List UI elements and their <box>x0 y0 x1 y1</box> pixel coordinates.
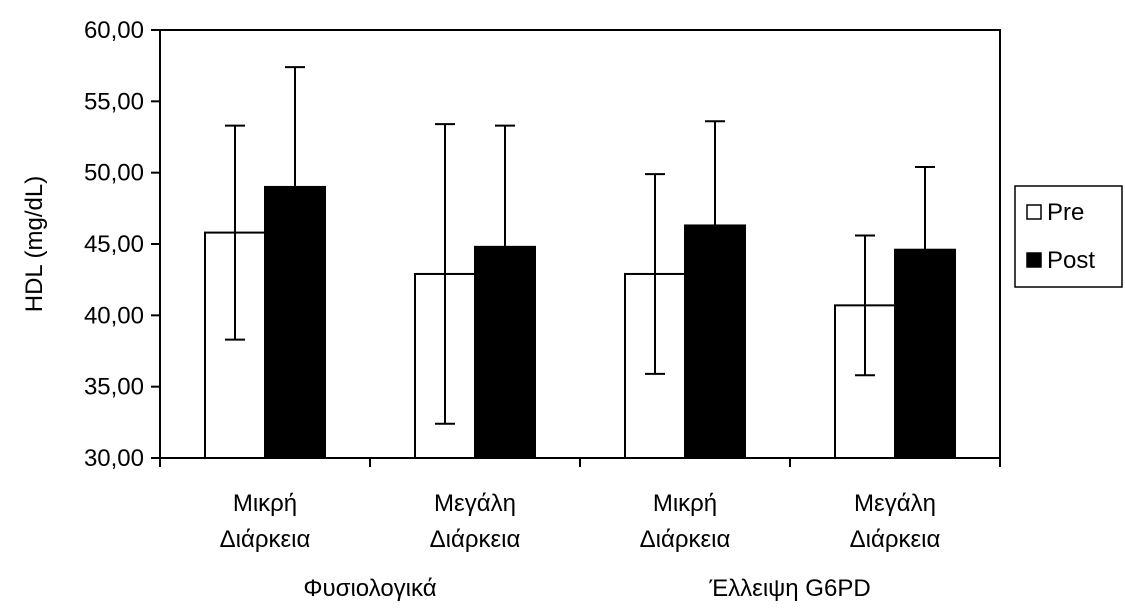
y-axis: 30,00 35,00 40,00 45,00 50,00 55,00 60,00 <box>84 17 160 472</box>
bars-layer <box>204 185 956 460</box>
y-tick-label: 40,00 <box>84 302 144 329</box>
x-category-label-line: Διάρκεια <box>640 526 731 553</box>
y-tick-label: 45,00 <box>84 231 144 258</box>
x-category-label-line: Μικρή <box>653 490 717 517</box>
x-category-label-line: Διάρκεια <box>220 526 311 553</box>
y-tick-label: 30,00 <box>84 445 144 472</box>
legend: Pre Post <box>1014 185 1123 288</box>
x-category-label: Μεγάλη Διάρκεια <box>430 490 521 553</box>
error-bars-layer <box>225 66 935 425</box>
y-axis-title: HDL (mg/dL) <box>21 176 48 312</box>
x-group-label: Έλλειψη G6PD <box>708 575 870 602</box>
x-category-label-line: Μεγάλη <box>434 490 516 517</box>
y-tick-label: 60,00 <box>84 17 144 44</box>
x-category-label-line: Διάρκεια <box>850 526 941 553</box>
y-tick-label: 55,00 <box>84 88 144 115</box>
x-category-label-line: Μεγάλη <box>854 490 936 517</box>
legend-swatch-post <box>1026 252 1042 268</box>
x-category-label: Μικρή Διάρκεια <box>640 490 731 553</box>
x-axis: Μικρή Διάρκεια Μεγάλη Διάρκεια Μικρή Διάρκεια… <box>159 458 1001 602</box>
x-category-label-line: Μικρή <box>233 490 297 517</box>
legend-swatch-pre <box>1026 204 1042 220</box>
legend-label-pre: Pre <box>1047 199 1084 226</box>
legend-label-post: Post <box>1047 247 1095 274</box>
x-category-label: Μεγάλη Διάρκεια <box>850 490 941 553</box>
x-category-label-line: Διάρκεια <box>430 526 521 553</box>
y-tick-label: 35,00 <box>84 374 144 401</box>
legend-box <box>1014 185 1123 288</box>
x-group-label: Φυσιολογικά <box>303 575 436 602</box>
y-tick-label: 50,00 <box>84 160 144 187</box>
x-category-label: Μικρή Διάρκεια <box>220 490 311 553</box>
